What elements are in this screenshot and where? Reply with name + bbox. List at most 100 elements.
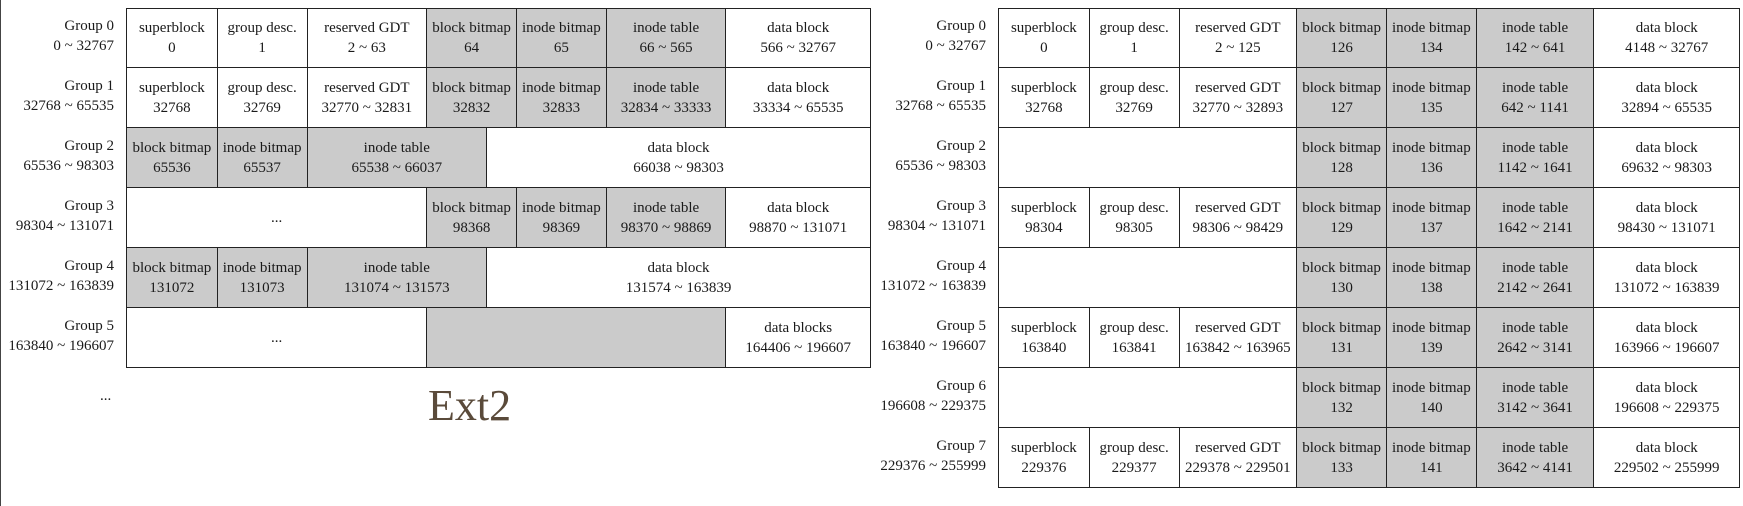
inode-table-cell: inode table 65538 ~ 66037 xyxy=(306,128,487,187)
group-desc-cell: group desc. 1 xyxy=(1088,9,1179,67)
cell-name: superblock xyxy=(138,20,205,36)
block-bitmap-cell: block bitmap 64 xyxy=(426,9,516,67)
group-desc-cell: group desc. 1 xyxy=(216,9,307,67)
cell-name: superblock xyxy=(1010,439,1077,456)
block-group-row: superblock 98304 group desc. 98305 reserved … xyxy=(998,188,1740,248)
cell-block-range: 2642 ~ 3141 xyxy=(1497,339,1573,356)
group-label: Group 0 0 ~ 32767 xyxy=(925,16,986,56)
cell-block-range: 98304 xyxy=(1025,219,1063,236)
block-group-row: block bitmap 65536 inode bitmap 65537 inode … xyxy=(126,128,871,188)
group-block-range: 131072 ~ 163839 xyxy=(880,278,986,294)
group-label: Group 5 163840 ~ 196607 xyxy=(880,316,986,356)
cell-name: group desc. xyxy=(1099,199,1169,216)
group-block-range: 98304 ~ 131071 xyxy=(15,218,114,234)
cell-name: block bitmap xyxy=(432,79,511,96)
group-block-range: 65536 ~ 98303 xyxy=(895,158,986,174)
block-group-row: block bitmap 131072 inode bitmap 131073 inod… xyxy=(126,248,871,308)
inode-bitmap-cell: inode bitmap 136 xyxy=(1385,128,1476,187)
block-group-row: block bitmap 130 inode bitmap 138 inode tabl… xyxy=(998,248,1740,308)
data-block-cell: data block 98870 ~ 131071 xyxy=(725,188,870,247)
inode-table-cell: inode table 1642 ~ 2141 xyxy=(1475,188,1594,247)
cell-block-range: 137 xyxy=(1420,219,1443,236)
inode-table-cell: inode table 66 ~ 565 xyxy=(605,9,726,67)
superblock-cell: superblock 0 xyxy=(999,9,1089,67)
cell-block-range: 131072 xyxy=(149,279,195,296)
cell-block-range: 141 xyxy=(1420,459,1443,476)
more-groups-ellipsis: ... xyxy=(100,388,112,404)
group-block-range: 196608 ~ 229375 xyxy=(880,398,986,414)
reserved-gdt-cell: reserved GDT 32770 ~ 32831 xyxy=(306,68,427,127)
cell-name: inode table xyxy=(363,139,430,156)
inode-bitmap-cell: inode bitmap 98369 xyxy=(515,188,606,247)
cell-cell xyxy=(426,308,726,367)
data-block-cell: data block 163966 ~ 196607 xyxy=(1593,308,1739,367)
data-block-cell: data block 98430 ~ 131071 xyxy=(1593,188,1739,247)
cell-name: inode bitmap xyxy=(1391,439,1471,456)
cell-name: block bitmap xyxy=(1302,439,1381,456)
cell-block-range: 196608 ~ 229375 xyxy=(1613,399,1720,416)
block-group-row: block bitmap 128 inode bitmap 136 inode tabl… xyxy=(998,128,1740,188)
cell-block-range: 32768 xyxy=(1025,99,1063,116)
cell-name: block bitmap xyxy=(1302,79,1381,96)
data-block-cell: data block 66038 ~ 98303 xyxy=(486,128,870,187)
cell-name: group desc. xyxy=(1099,319,1169,336)
group-label: Group 4 131072 ~ 163839 xyxy=(880,256,986,296)
cell-name: inode table xyxy=(1501,79,1569,96)
block-group-row: superblock 163840 group desc. 163841 reserve… xyxy=(998,308,1740,368)
cell-block-range: 3642 ~ 4141 xyxy=(1497,459,1573,476)
cell-block-range: 66038 ~ 98303 xyxy=(633,159,724,176)
cell-block-range: 163840 xyxy=(1021,339,1067,356)
cell-block-range: 0 xyxy=(1040,40,1048,56)
cell-name: inode bitmap xyxy=(1391,319,1471,336)
cell-block-range: 127 xyxy=(1330,99,1353,116)
group-label: Group 4 131072 ~ 163839 xyxy=(8,256,114,296)
cell-name: reserved GDT xyxy=(1195,79,1281,96)
group-block-range: 0 ~ 32767 xyxy=(925,38,986,54)
cell-name: data block xyxy=(1635,199,1698,216)
cell-block-range: 3142 ~ 3641 xyxy=(1497,399,1573,416)
group-block-range: 32768 ~ 65535 xyxy=(23,98,114,114)
cell-block-range: 2 ~ 63 xyxy=(347,40,386,56)
group-label: Group 5 163840 ~ 196607 xyxy=(8,316,114,356)
cell-block-range: 135 xyxy=(1420,99,1443,116)
block-bitmap-cell: block bitmap 131 xyxy=(1296,308,1386,367)
group-block-range: 0 ~ 32767 xyxy=(53,38,114,54)
data-block-cell: data block 131072 ~ 163839 xyxy=(1593,248,1739,307)
cell-block-range: 98430 ~ 131071 xyxy=(1617,219,1716,236)
block-group-row: superblock 0 group desc. 1 reserved GDT 2 ~ 1… xyxy=(998,8,1740,68)
cell-name: ... xyxy=(270,329,283,346)
cell-name: block bitmap xyxy=(1302,199,1381,216)
cell-block-range: 98370 ~ 98869 xyxy=(620,219,712,236)
cell-cell: ... xyxy=(127,308,426,367)
cell-block-range: 163841 xyxy=(1111,339,1157,356)
cell-name: data block xyxy=(1635,379,1698,396)
block-bitmap-cell: block bitmap 32832 xyxy=(426,68,516,127)
cell-name: data block xyxy=(647,139,710,156)
cell-block-range: 1642 ~ 2141 xyxy=(1497,219,1573,236)
cell-name: inode table xyxy=(1501,439,1569,456)
cell-name: inode table xyxy=(1501,20,1569,36)
block-group-row: superblock 32768 group desc. 32769 reserved … xyxy=(998,68,1740,128)
block-bitmap-cell: block bitmap 126 xyxy=(1296,9,1386,67)
reserved-gdt-cell: reserved GDT 229378 ~ 229501 xyxy=(1178,428,1297,487)
block-group-row: block bitmap 132 inode bitmap 140 inode tabl… xyxy=(998,368,1740,428)
group-name: Group 0 xyxy=(936,18,986,34)
cell-name: inode table xyxy=(632,20,700,36)
cell-cell xyxy=(999,128,1297,187)
cell-block-range: 1142 ~ 1641 xyxy=(1497,159,1573,176)
inode-table-cell: inode table 98370 ~ 98869 xyxy=(605,188,726,247)
group-desc-cell: group desc. 32769 xyxy=(1088,68,1179,127)
cell-name: group desc. xyxy=(227,20,297,36)
reserved-gdt-cell: reserved GDT 2 ~ 125 xyxy=(1178,9,1297,67)
cell-name: inode table xyxy=(1501,199,1569,216)
cell-name: inode bitmap xyxy=(222,139,302,156)
cell-block-range: 164406 ~ 196607 xyxy=(745,339,851,356)
group-desc-cell: group desc. 32769 xyxy=(216,68,307,127)
block-bitmap-cell: block bitmap 131072 xyxy=(127,248,217,307)
cell-block-range: 64 xyxy=(464,40,480,56)
cell-block-range: 32769 xyxy=(243,99,281,116)
cell-name: data block xyxy=(1635,439,1698,456)
group-name: Group 6 xyxy=(936,378,986,394)
cell-block-range: 98368 xyxy=(452,219,491,236)
inode-bitmap-cell: inode bitmap 134 xyxy=(1385,9,1476,67)
